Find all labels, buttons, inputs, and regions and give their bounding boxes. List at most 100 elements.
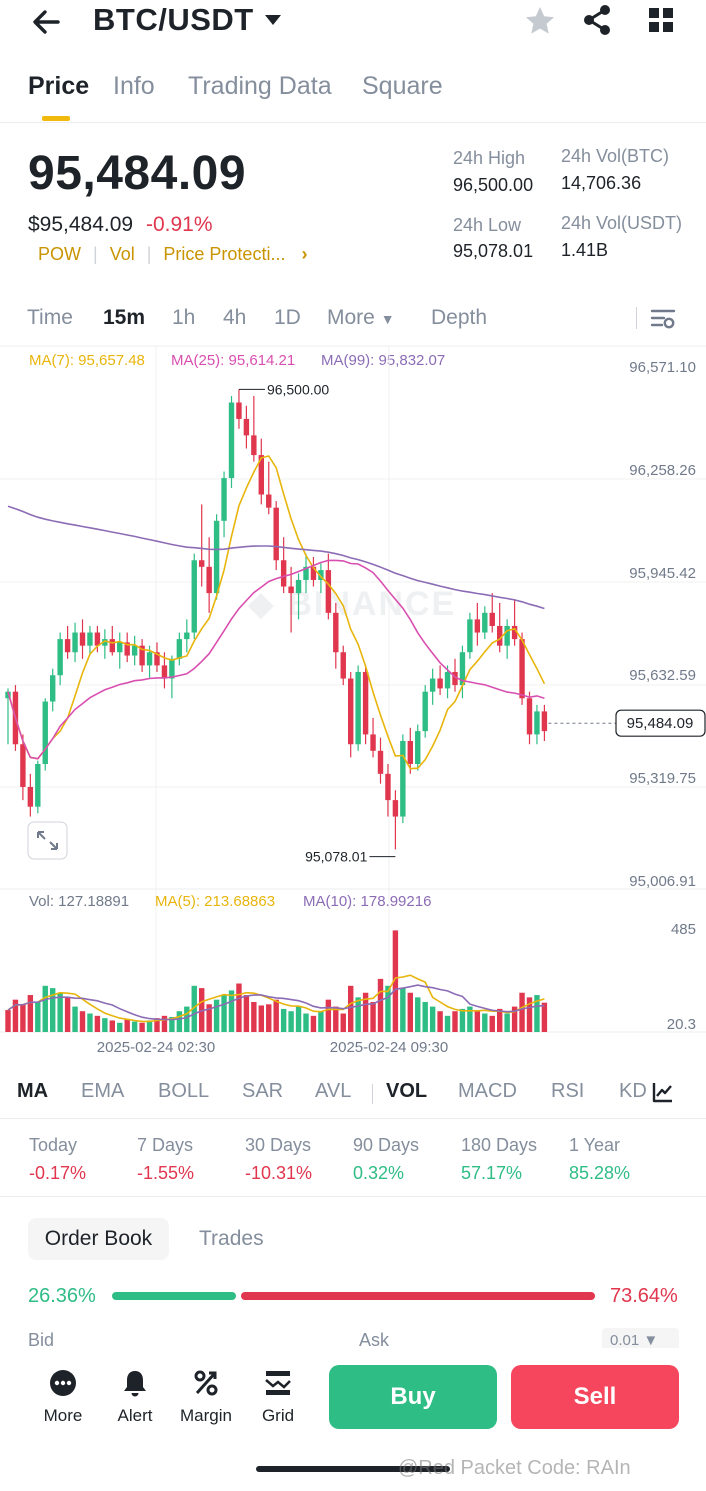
candle [482,612,488,633]
pair-title[interactable]: BTC/USDT [93,2,254,37]
interval-time[interactable]: Time [27,306,73,329]
interval-4h[interactable]: 4h [223,306,247,329]
volume-bar [377,978,384,1032]
vol-btc-value: 14,706.36 [561,173,642,193]
volume-bar [57,992,63,1032]
interval-more-label: More [327,306,375,329]
tab-trading-data[interactable]: Trading Data [188,72,332,100]
home-indicator[interactable] [256,1466,450,1472]
grid-trading-icon [265,1371,291,1395]
volume-bar [146,1020,153,1032]
tab-order-book[interactable]: Order Book [28,1218,169,1260]
perf-value: -0.17% [29,1163,87,1183]
nav-more-label: More [43,1406,83,1425]
tab-price[interactable]: Price [28,72,90,100]
volume-bar [161,1015,168,1032]
interval-15m[interactable]: 15m [103,306,146,329]
indicator-macd[interactable]: MACD [458,1080,517,1102]
volume-bar [482,1013,488,1032]
bid-column-header: Bid [28,1330,55,1350]
tag-pow[interactable]: POW [38,244,81,264]
share-icon[interactable] [580,3,614,37]
sell-button[interactable]: Sell [511,1365,679,1429]
candle [109,639,115,653]
volume-bar [310,1015,317,1032]
volume-bar [348,985,354,1032]
volume-bar [459,1008,466,1032]
indicator-kd[interactable]: KD [619,1080,647,1102]
tag-price-protection[interactable]: Price Protecti... [163,244,286,264]
nav-grid[interactable]: Grid [243,1368,313,1426]
nav-alert[interactable]: Alert [100,1368,170,1426]
volume-bar [42,985,48,1032]
kline-chart[interactable]: 96,571.10 96,258.26 95,945.42 95,632.59 … [0,345,706,1060]
volume-bar [35,1001,41,1032]
indicator-boll[interactable]: BOLL [158,1080,210,1102]
volume-bar [109,1020,115,1032]
chevron-right-icon[interactable]: › [301,244,308,264]
candle [333,612,339,653]
volume-bar [94,1015,101,1032]
perf-value: 0.32% [353,1163,405,1183]
star-icon[interactable] [523,4,557,38]
interval-depth[interactable]: Depth [431,306,488,329]
vol-usdt-label: 24h Vol(USDT) [561,213,683,233]
indicator-ma[interactable]: MA [17,1080,49,1102]
tag-vol[interactable]: Vol [109,244,135,264]
volume-bar [20,1004,26,1032]
tab-trades[interactable]: Trades [199,1227,264,1250]
candle [50,675,56,702]
buy-button[interactable]: Buy [329,1365,497,1429]
tab-info[interactable]: Info [113,72,155,100]
candle [169,658,175,679]
candle [94,632,101,646]
perf-label: 7 Days [137,1135,194,1155]
volume-bar [511,1006,518,1032]
candle [519,639,525,699]
volume-bar [191,985,197,1032]
indicator-vol[interactable]: VOL [386,1080,428,1102]
interval-1d[interactable]: 1D [274,306,301,329]
candle [504,625,510,646]
current-price-label: 95,484.09 [627,715,694,732]
perf-value: -1.55% [137,1163,195,1183]
candle [459,652,466,686]
back-arrow-icon[interactable] [28,4,64,40]
last-price: 95,484.09 [28,147,247,200]
candle [79,632,86,646]
nav-margin[interactable]: Margin [171,1368,241,1426]
volume-bar [295,1006,302,1032]
candle [444,671,451,689]
interval-more[interactable]: More ▼ [327,306,395,330]
candle [280,560,287,587]
caret-down-icon[interactable] [264,14,282,26]
candle [199,560,205,567]
ma25-legend: MA(25): 95,614.21 [171,352,296,369]
time-tick: 2025-02-24 09:30 [330,1039,448,1056]
indicator-ema[interactable]: EMA [81,1080,125,1102]
candle [221,478,227,521]
nav-alert-label: Alert [117,1406,153,1425]
perf-value: 57.17% [461,1163,523,1183]
candle [251,435,257,456]
price-tick: 95,945.42 [629,565,696,582]
high-value: 96,500.00 [453,175,534,195]
indicator-rsi[interactable]: RSI [551,1080,585,1102]
nav-more[interactable]: More [28,1368,98,1426]
price-step-select[interactable]: 0.01 ▼ [602,1328,679,1350]
ma-lines [7,455,546,770]
divider [0,1196,706,1197]
volume-bar [474,1011,481,1032]
indicator-avl[interactable]: AVL [315,1080,352,1102]
candle [102,639,108,646]
volume-bar [258,1005,264,1032]
indicator-settings-icon[interactable] [651,1080,675,1104]
tab-square[interactable]: Square [362,72,443,100]
interval-1h[interactable]: 1h [172,306,196,329]
chart-settings-icon[interactable] [650,306,676,332]
grid-menu-icon[interactable] [646,5,676,35]
ma99-legend: MA(99): 95,832.07 [321,352,446,369]
perf-label: 30 Days [245,1135,312,1155]
indicator-sar[interactable]: SAR [242,1080,284,1102]
candle [511,625,518,640]
